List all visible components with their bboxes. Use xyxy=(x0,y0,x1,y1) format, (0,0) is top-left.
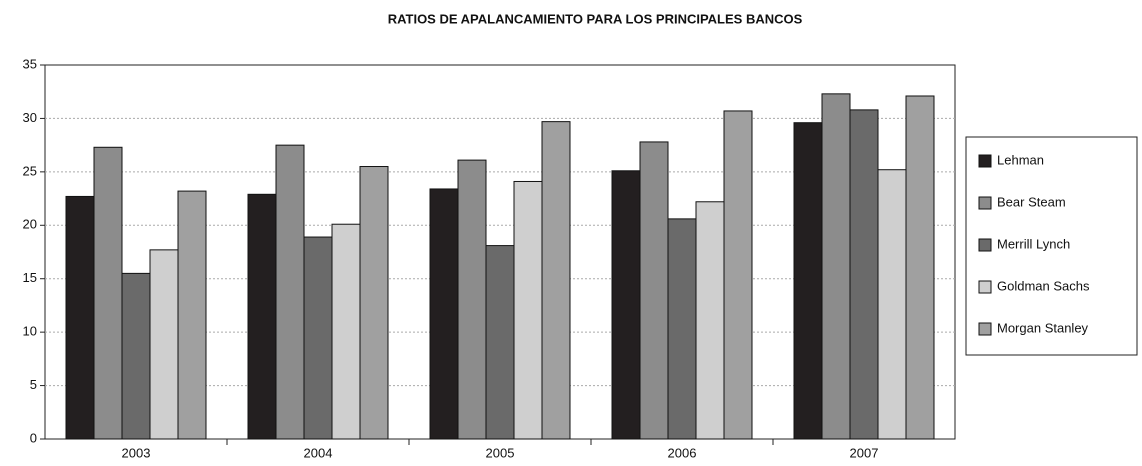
legend-swatch xyxy=(978,154,992,168)
bar xyxy=(331,223,361,440)
legend-swatch xyxy=(978,280,992,294)
y-tick-label: 15 xyxy=(23,270,37,285)
bar xyxy=(695,201,725,440)
bar xyxy=(849,109,879,440)
bar xyxy=(723,110,753,440)
y-tick-label: 10 xyxy=(23,324,37,339)
y-tick-label: 5 xyxy=(30,377,37,392)
y-tick-label: 20 xyxy=(23,217,37,232)
bar xyxy=(667,218,697,440)
bar xyxy=(611,170,641,440)
y-tick-label: 0 xyxy=(30,430,37,445)
bar xyxy=(121,272,151,440)
legend-label: Goldman Sachs xyxy=(997,278,1090,293)
legend-swatch xyxy=(978,196,992,210)
legend-swatch xyxy=(978,238,992,252)
x-tick-label: 2003 xyxy=(122,445,151,460)
bar xyxy=(513,180,543,440)
bar xyxy=(639,141,669,440)
legend-label: Lehman xyxy=(997,152,1044,167)
bar xyxy=(905,95,935,440)
bar xyxy=(149,249,179,440)
bar xyxy=(457,159,487,440)
y-tick-label: 35 xyxy=(23,56,37,71)
legend-label: Merrill Lynch xyxy=(997,236,1070,251)
bar xyxy=(275,144,305,440)
y-tick-label: 25 xyxy=(23,163,37,178)
legend-label: Morgan Stanley xyxy=(997,320,1089,335)
bar xyxy=(429,188,459,440)
bar xyxy=(177,190,207,440)
bar xyxy=(93,146,123,440)
y-tick-label: 30 xyxy=(23,110,37,125)
legend-label: Bear Steam xyxy=(997,194,1066,209)
bar xyxy=(485,245,515,440)
bar xyxy=(793,122,823,440)
bar xyxy=(541,121,571,440)
x-tick-label: 2005 xyxy=(486,445,515,460)
x-tick-label: 2006 xyxy=(668,445,697,460)
bar xyxy=(65,195,95,440)
bar xyxy=(821,93,851,440)
chart-title: RATIOS DE APALANCAMIENTO PARA LOS PRINCI… xyxy=(388,11,803,26)
legend-box xyxy=(965,136,1138,356)
bar xyxy=(877,169,907,440)
bar xyxy=(359,166,389,440)
x-tick-label: 2004 xyxy=(304,445,333,460)
x-tick-label: 2007 xyxy=(850,445,879,460)
bar xyxy=(303,236,333,440)
bar xyxy=(247,193,277,440)
legend-swatch xyxy=(978,322,992,336)
